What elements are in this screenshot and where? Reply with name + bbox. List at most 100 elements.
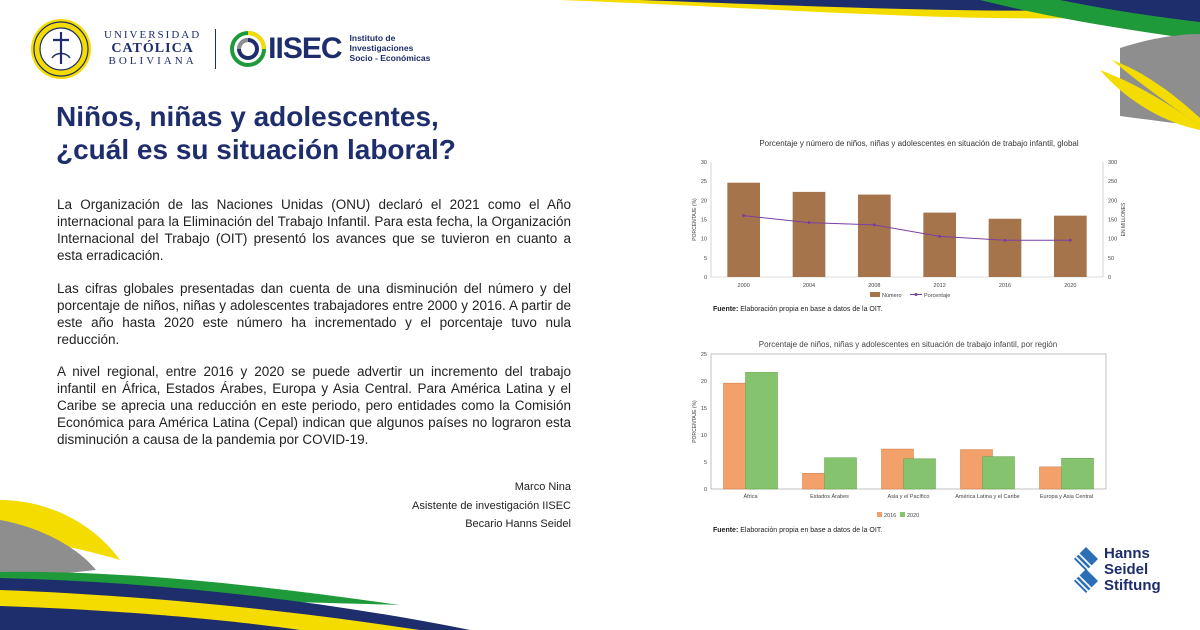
author-role: Asistente de investigación IISEC: [412, 499, 571, 512]
chart1-point-porcentaje: [742, 214, 746, 218]
chart2-y-tick: 10: [701, 433, 707, 439]
chart2-y-tick: 5: [704, 460, 707, 466]
chart1-y2-tick: 100: [1108, 237, 1117, 243]
article-body: La Organización de las Naciones Unidas (…: [57, 196, 571, 464]
chart2-bar-2020: [982, 456, 1015, 490]
chart1-point-porcentaje: [1003, 238, 1007, 242]
iisec-sub-line3: Socio - Económicas: [349, 52, 431, 63]
chart1-x-tick: 2012: [934, 283, 946, 289]
chart1-title: Porcentaje y número de niños, niñas y ad…: [759, 139, 1079, 148]
chart1-y-tick: 30: [701, 160, 707, 166]
paragraph-3: A nivel regional, entre 2016 y 2020 se p…: [57, 364, 571, 447]
chart1-bar-numero: [1054, 215, 1087, 277]
chart2-bar-2020: [824, 457, 857, 490]
chart1-bar-numero: [988, 218, 1022, 277]
regional-child-labour-chart: Porcentaje de niños, niñas y adolescente…: [692, 340, 1107, 519]
university-line2: CATÓLICA: [111, 40, 194, 56]
chart2-y-tick: 15: [701, 406, 707, 412]
chart1-y-tick: 25: [701, 179, 707, 185]
page-title-line2: ¿cuál es su situación laboral?: [56, 134, 456, 165]
paragraph-1: La Organización de las Naciones Unidas (…: [57, 197, 571, 263]
hss-line3: Stiftung: [1104, 577, 1161, 594]
chart2-legend-swatch-2016: [877, 512, 882, 517]
regional-chart-container: Porcentaje de niños, niñas y adolescente…: [672, 334, 1142, 524]
chart1-bar-numero: [923, 212, 956, 277]
chart2-title: Porcentaje de niños, niñas y adolescente…: [759, 340, 1057, 349]
chart2-bar-2020: [903, 458, 936, 490]
iisec-swirl-icon: [230, 31, 267, 67]
hss-line1: Hanns: [1104, 545, 1150, 562]
chart1-y2-tick: 200: [1108, 198, 1117, 204]
hanns-seidel-stripes-icon: [1074, 547, 1098, 594]
chart2-source: Fuente: Elaboración propia en base a dat…: [713, 527, 882, 534]
iisec-sub-line1: Instituto de: [349, 33, 396, 44]
chart1-source: Fuente: Elaboración propia en base a dat…: [713, 306, 882, 313]
chart1-y-tick: 5: [704, 256, 707, 262]
chart1-y2-tick: 0: [1108, 275, 1111, 281]
chart1-source-label: Fuente:: [713, 306, 739, 313]
author-grant: Becario Hanns Seidel: [465, 518, 571, 530]
chart2-y-tick: 25: [701, 352, 707, 358]
iisec-sub-line2: Investigaciones: [349, 43, 414, 54]
paragraph-2: Las cifras globales presentadas dan cuen…: [57, 280, 571, 347]
chart2-source-text: Elaboración propia en base a datos de la…: [740, 527, 883, 534]
chart1-x-tick: 2008: [868, 283, 880, 289]
chart2-y-label: PORCENTAJE (%): [692, 400, 698, 443]
chart1-point-porcentaje: [872, 223, 876, 227]
chart2-source-label: Fuente:: [713, 527, 739, 534]
chart1-x-tick: 2004: [803, 283, 815, 289]
chart1-y-tick: 20: [701, 198, 707, 204]
chart1-x-tick: 2000: [738, 283, 750, 289]
chart2-y-tick: 20: [701, 379, 707, 385]
hss-line2: Seidel: [1104, 561, 1149, 578]
page-title-line1: Niños, niñas y adolescentes,: [56, 101, 439, 132]
page-title: Niños, niñas y adolescentes, ¿cuál es su…: [56, 100, 456, 166]
chart2-x-tick: Europa y Asia Central: [1040, 494, 1093, 500]
chart1-point-porcentaje: [1068, 238, 1072, 242]
chart1-point-porcentaje: [807, 221, 811, 225]
global-chart-container: Porcentaje y número de niños, niñas y ad…: [672, 132, 1142, 310]
chart1-legend-porcentaje: Porcentaje: [924, 293, 950, 299]
university-seal-icon: [31, 19, 91, 79]
logo-divider: [215, 29, 217, 69]
chart1-y-tick: 10: [701, 237, 707, 243]
iisec-name: IISEC: [268, 32, 342, 65]
global-child-labour-chart: Porcentaje y número de niños, niñas y ad…: [692, 139, 1127, 299]
university-line1: UNIVERSIDAD: [104, 29, 202, 42]
chart1-bar-numero: [727, 182, 760, 277]
chart1-source-text: Elaboración propia en base a datos de la…: [740, 306, 883, 313]
chart1-y2-tick: 150: [1108, 218, 1117, 224]
chart2-legend-2020: 2020: [907, 513, 919, 519]
chart1-x-tick: 2020: [1064, 283, 1076, 289]
chart1-y2-tick: 250: [1108, 179, 1117, 185]
chart2-legend-2016: 2016: [884, 513, 896, 519]
chart1-y2-tick: 300: [1108, 160, 1117, 166]
chart1-legend-numero: Número: [882, 293, 902, 299]
chart2-bar-2020: [745, 372, 778, 490]
chart2-legend-swatch-2020: [900, 512, 905, 517]
chart1-y-label: PORCENTAJE (%): [692, 198, 698, 241]
chart1-y2-label: EN MILLONES: [1121, 202, 1127, 236]
chart1-legend-swatch-numero: [870, 292, 880, 297]
hanns-seidel-wordmark: Hanns Seidel Stiftung: [1104, 546, 1161, 594]
chart1-x-tick: 2016: [999, 283, 1011, 289]
chart1-point-porcentaje: [938, 234, 942, 238]
chart1-bar-numero: [858, 194, 891, 277]
author-name: Marco Nina: [514, 481, 571, 493]
university-line3: BOLIVIANA: [108, 55, 197, 68]
chart2-x-tick: Estados Árabes: [810, 493, 849, 500]
chart2-bar-2020: [1061, 457, 1094, 490]
chart1-y-tick: 15: [701, 218, 707, 224]
chart2-x-tick: América Latina y el Caribe: [955, 494, 1020, 500]
chart1-line-porcentaje: [743, 215, 1071, 241]
chart2-x-tick: África: [743, 493, 758, 500]
chart1-legend-marker-porcentaje: [914, 293, 918, 296]
author-signature: Marco Nina Asistente de investigación II…: [412, 478, 571, 534]
chart2-x-tick: Asia y el Pacífico: [888, 494, 930, 500]
chart1-y2-tick: 50: [1108, 256, 1114, 262]
iisec-subtitle: Instituto de Investigaciones Socio - Eco…: [350, 34, 431, 63]
university-wordmark: UNIVERSIDAD CATÓLICA BOLIVIANA: [104, 30, 201, 68]
chart1-bar-numero: [792, 191, 826, 277]
chart2-y-tick: 0: [704, 487, 707, 493]
chart1-y-tick: 0: [704, 275, 707, 281]
